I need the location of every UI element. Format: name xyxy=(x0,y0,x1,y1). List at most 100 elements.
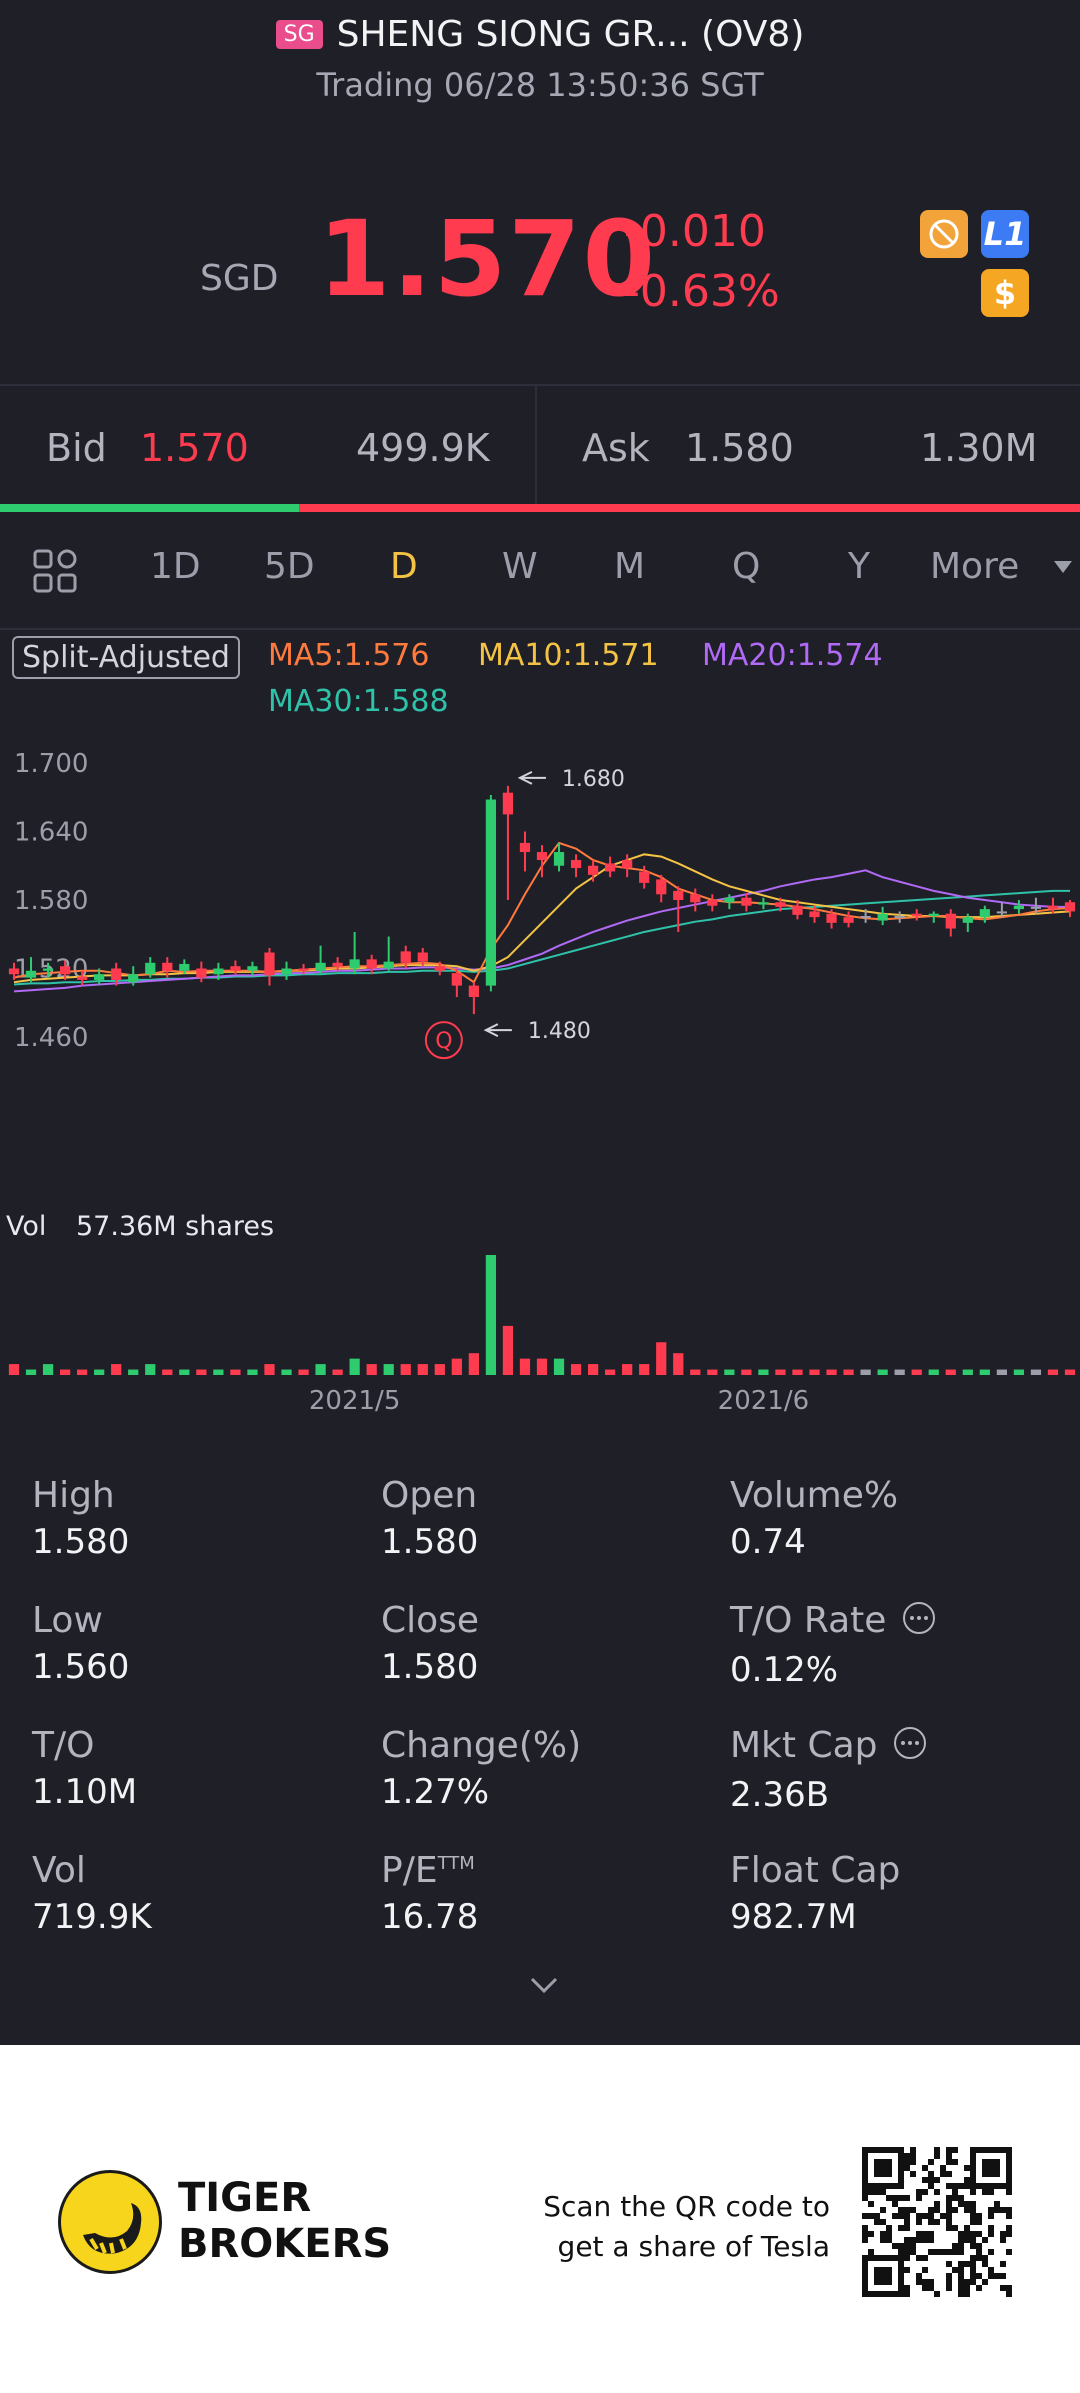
qr-code xyxy=(862,2147,1012,2297)
qr-module xyxy=(970,2243,976,2249)
volume-bar xyxy=(860,1369,871,1375)
qr-module xyxy=(958,2183,964,2189)
tab-1d[interactable]: 1D xyxy=(150,546,201,587)
candle-body xyxy=(213,968,224,975)
volume-bar xyxy=(59,1369,71,1375)
qr-module xyxy=(970,2279,976,2285)
qr-module xyxy=(880,2273,886,2279)
qr-module xyxy=(970,2153,976,2159)
candle-body xyxy=(230,966,241,971)
tab-y[interactable]: Y xyxy=(848,546,870,587)
qr-module xyxy=(922,2255,928,2261)
x-tick-label: 2021/6 xyxy=(718,1386,809,1415)
qr-module xyxy=(904,2255,910,2261)
y-tick-label: 1.460 xyxy=(14,1023,88,1053)
stock-title[interactable]: SHENG SIONG GR... (OV8) xyxy=(336,14,805,55)
qr-module xyxy=(910,2237,916,2243)
qr-module xyxy=(994,2207,1000,2213)
qr-module xyxy=(976,2285,982,2291)
volume-bar xyxy=(894,1369,905,1375)
currency-label: SGD xyxy=(200,258,279,299)
volume-bar xyxy=(1047,1369,1059,1375)
layout-grid-icon[interactable] xyxy=(32,548,78,598)
candle-body xyxy=(247,966,258,971)
candle-body xyxy=(928,913,939,916)
tab-m[interactable]: M xyxy=(614,546,646,587)
stat-turnover: T/O 1.10M xyxy=(32,1725,137,1812)
qr-module xyxy=(862,2213,868,2219)
volume-bar xyxy=(536,1358,548,1375)
stat-label: High xyxy=(32,1475,115,1516)
volume-bar xyxy=(622,1364,633,1375)
expand-chevron-icon[interactable] xyxy=(530,1975,558,1999)
volume-bar xyxy=(400,1364,411,1375)
stat-label-row: Mkt Cap xyxy=(730,1725,927,1769)
stat-label: Volume% xyxy=(730,1475,899,1516)
qr-module xyxy=(886,2267,892,2273)
qr-module xyxy=(892,2213,898,2219)
tab-d[interactable]: D xyxy=(390,546,418,587)
qr-module xyxy=(970,2207,976,2213)
qr-module xyxy=(922,2267,928,2273)
ma-legend: Split-Adjusted MA5:1.576 MA10:1.571 MA20… xyxy=(0,632,1080,732)
candle-body xyxy=(843,917,854,923)
qr-module xyxy=(880,2267,886,2273)
qr-module xyxy=(976,2243,982,2249)
more-info-icon[interactable] xyxy=(893,1726,927,1769)
qr-module xyxy=(898,2273,904,2279)
volume-bar xyxy=(775,1369,786,1375)
volume-bar xyxy=(366,1364,377,1375)
qr-module xyxy=(928,2279,934,2285)
qr-module xyxy=(970,2189,976,2195)
brand-line2: BROKERS xyxy=(178,2221,392,2267)
qr-module xyxy=(952,2243,958,2249)
qr-module xyxy=(988,2147,994,2153)
split-adjusted-toggle[interactable]: Split-Adjusted xyxy=(12,636,240,679)
qr-module xyxy=(934,2291,940,2297)
qr-module xyxy=(958,2285,964,2291)
level1-icon[interactable]: L1 xyxy=(981,210,1029,258)
qr-module xyxy=(922,2231,928,2237)
qr-module xyxy=(874,2213,880,2219)
volume-bar xyxy=(1013,1369,1025,1375)
qr-module xyxy=(952,2189,958,2195)
chevron-down-icon[interactable] xyxy=(1054,560,1072,579)
qr-module xyxy=(916,2279,922,2285)
bid-price: 1.570 xyxy=(140,426,249,470)
quote-panel: SGD 1.570 -0.010 -0.63% L1 $ xyxy=(0,190,1080,340)
candle-body xyxy=(962,917,973,923)
tab-5d[interactable]: 5D xyxy=(264,546,315,587)
trading-status: Trading 06/28 13:50:36 SGT xyxy=(316,66,764,104)
qr-module xyxy=(904,2267,910,2273)
change-value: -0.010 xyxy=(624,206,766,257)
volume-bar xyxy=(690,1369,701,1375)
more-info-icon[interactable] xyxy=(902,1601,936,1644)
qr-module xyxy=(874,2279,880,2285)
event-marker-icon xyxy=(424,1021,463,1060)
qr-module xyxy=(970,2177,976,2183)
qr-module xyxy=(958,2243,964,2249)
qr-module xyxy=(862,2261,868,2267)
candle-body xyxy=(758,902,769,905)
qr-module xyxy=(982,2237,988,2243)
promo-footer: TIGER BROKERS Scan the QR code to get a … xyxy=(0,2045,1080,2393)
dollar-icon[interactable]: $ xyxy=(981,269,1029,317)
qr-module xyxy=(994,2147,1000,2153)
volume-bar xyxy=(911,1369,922,1375)
qr-module xyxy=(952,2195,958,2201)
candle-body xyxy=(553,852,565,866)
scan-text: Scan the QR code to get a share of Tesla xyxy=(540,2187,830,2267)
candle-body xyxy=(434,966,445,971)
no-trade-icon[interactable] xyxy=(920,210,968,258)
qr-module xyxy=(1006,2189,1012,2195)
tab-w[interactable]: W xyxy=(502,546,538,587)
scan-line2: get a share of Tesla xyxy=(557,2230,830,2263)
qr-module xyxy=(1006,2147,1012,2153)
stats-grid: High 1.580 Open 1.580 Volume% 0.74 Low 1… xyxy=(0,1475,1080,1975)
stat-value: 1.560 xyxy=(32,1647,130,1687)
qr-module xyxy=(928,2177,934,2183)
tab-q[interactable]: Q xyxy=(732,546,761,587)
tab-more[interactable]: More xyxy=(930,546,1020,587)
qr-module xyxy=(904,2237,910,2243)
